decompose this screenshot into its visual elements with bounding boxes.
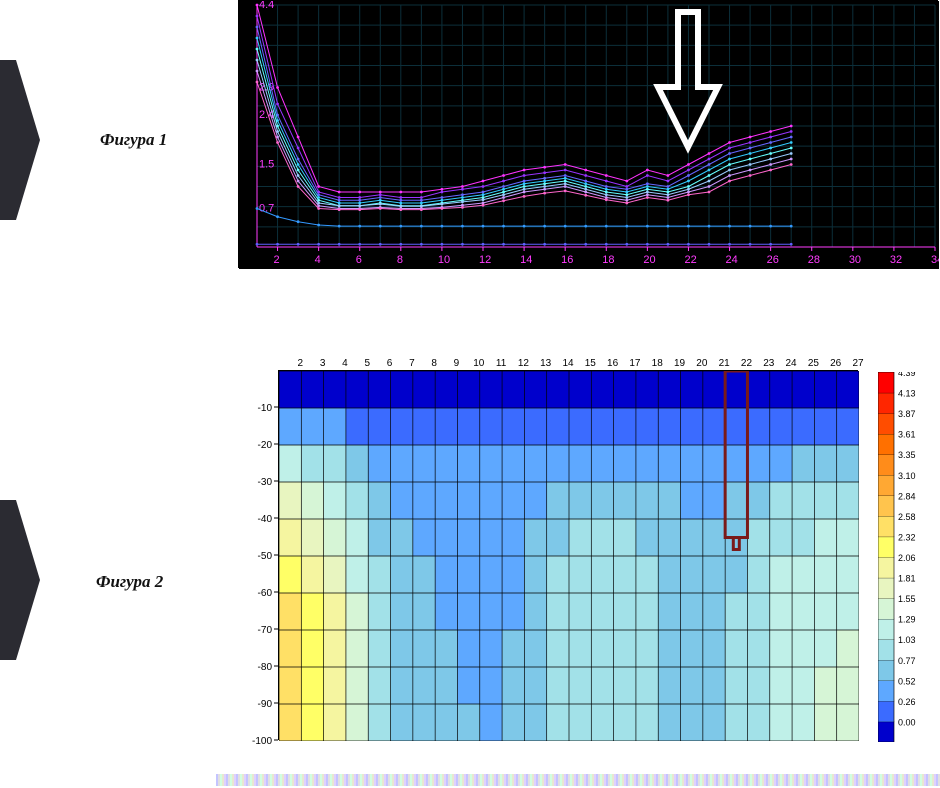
svg-text:1.81: 1.81 <box>898 574 916 584</box>
svg-text:24: 24 <box>726 254 738 266</box>
svg-text:12: 12 <box>479 254 491 266</box>
svg-text:18: 18 <box>652 358 664 369</box>
svg-text:3: 3 <box>320 358 326 369</box>
svg-text:22: 22 <box>741 358 753 369</box>
svg-text:-40: -40 <box>258 514 273 525</box>
svg-text:18: 18 <box>602 254 614 266</box>
svg-text:4: 4 <box>315 254 321 266</box>
svg-text:14: 14 <box>520 254 532 266</box>
svg-text:8: 8 <box>431 358 437 369</box>
svg-text:10: 10 <box>438 254 450 266</box>
svg-text:3.10: 3.10 <box>898 471 916 481</box>
svg-text:1.55: 1.55 <box>898 594 916 604</box>
figure2-plot <box>278 370 858 740</box>
svg-text:3.61: 3.61 <box>898 430 916 440</box>
svg-text:1.29: 1.29 <box>898 615 916 625</box>
figure1-svg: 0.71.52.42.94.42468101214161820222426283… <box>239 1 939 269</box>
svg-text:17: 17 <box>629 358 641 369</box>
svg-text:2.06: 2.06 <box>898 553 916 563</box>
svg-text:2: 2 <box>274 254 280 266</box>
svg-text:13: 13 <box>540 358 552 369</box>
svg-text:-80: -80 <box>258 662 273 673</box>
svg-text:2.84: 2.84 <box>898 491 916 501</box>
svg-text:-60: -60 <box>258 588 273 599</box>
svg-text:2: 2 <box>298 358 304 369</box>
svg-text:12: 12 <box>518 358 530 369</box>
svg-text:-30: -30 <box>258 477 273 488</box>
figure2-colorbar-svg: 0.00 0.26 0.52 0.77 1.03 1.29 1.55 1.81 2.06 2.32… <box>878 372 922 742</box>
svg-text:7: 7 <box>409 358 415 369</box>
svg-text:27: 27 <box>852 358 864 369</box>
svg-text:-10: -10 <box>258 403 273 414</box>
figure2-svg <box>279 371 859 741</box>
svg-text:3.35: 3.35 <box>898 450 916 460</box>
svg-text:3.87: 3.87 <box>898 409 916 419</box>
svg-text:4.39: 4.39 <box>898 372 916 378</box>
svg-text:0.26: 0.26 <box>898 697 916 707</box>
svg-text:9: 9 <box>454 358 460 369</box>
svg-text:1.03: 1.03 <box>898 635 916 645</box>
svg-text:20: 20 <box>643 254 655 266</box>
svg-text:6: 6 <box>356 254 362 266</box>
svg-text:34: 34 <box>931 254 939 266</box>
figure1-label: Фигура 1 <box>100 130 167 150</box>
svg-text:22: 22 <box>684 254 696 266</box>
svg-text:25: 25 <box>808 358 820 369</box>
svg-text:11: 11 <box>496 358 507 369</box>
svg-text:16: 16 <box>607 358 619 369</box>
svg-text:20: 20 <box>696 358 708 369</box>
svg-text:-20: -20 <box>258 440 273 451</box>
svg-text:4.4: 4.4 <box>259 1 274 11</box>
svg-text:15: 15 <box>585 358 597 369</box>
chevron-icon <box>0 500 40 660</box>
svg-text:21: 21 <box>719 358 731 369</box>
figure2-label-block: Фигура 2 <box>0 500 230 660</box>
svg-text:-50: -50 <box>258 551 273 562</box>
figure1-label-block: Фигура 1 <box>0 60 230 220</box>
svg-text:4: 4 <box>342 358 348 369</box>
figure2-xaxis: 2345678910111213141516171819202122232425… <box>238 352 938 370</box>
chevron-icon <box>0 60 40 220</box>
svg-text:5: 5 <box>364 358 370 369</box>
svg-text:0.77: 0.77 <box>898 656 916 666</box>
figure2-chart: 2345678910111213141516171819202122232425… <box>238 352 938 762</box>
svg-text:2.32: 2.32 <box>898 532 916 542</box>
svg-text:26: 26 <box>830 358 842 369</box>
svg-text:-70: -70 <box>258 625 273 636</box>
decorative-strip <box>216 774 940 786</box>
figure2-colorbar: 0.00 0.26 0.52 0.77 1.03 1.29 1.55 1.81 2.06 2.32… <box>878 372 922 742</box>
figure1-chart: 0.71.52.42.94.42468101214161820222426283… <box>238 0 938 268</box>
svg-text:10: 10 <box>473 358 485 369</box>
svg-text:14: 14 <box>562 358 574 369</box>
svg-text:4.13: 4.13 <box>898 389 916 399</box>
svg-text:30: 30 <box>849 254 861 266</box>
svg-text:-100: -100 <box>252 736 272 747</box>
svg-text:28: 28 <box>808 254 820 266</box>
svg-text:23: 23 <box>763 358 775 369</box>
svg-text:-90: -90 <box>258 699 273 710</box>
svg-text:0.52: 0.52 <box>898 676 916 686</box>
svg-text:16: 16 <box>561 254 573 266</box>
svg-text:26: 26 <box>767 254 779 266</box>
svg-text:6: 6 <box>387 358 393 369</box>
svg-text:24: 24 <box>786 358 798 369</box>
svg-text:19: 19 <box>674 358 686 369</box>
svg-text:0.00: 0.00 <box>898 717 916 727</box>
svg-text:8: 8 <box>397 254 403 266</box>
figure2-yaxis: -10 -20 -30 -40 -50 -60 -70 -80 -90 -100 <box>238 352 278 762</box>
figure2-label: Фигура 2 <box>96 572 163 592</box>
svg-text:32: 32 <box>890 254 902 266</box>
svg-text:2.58: 2.58 <box>898 512 916 522</box>
svg-text:1.5: 1.5 <box>259 159 274 171</box>
